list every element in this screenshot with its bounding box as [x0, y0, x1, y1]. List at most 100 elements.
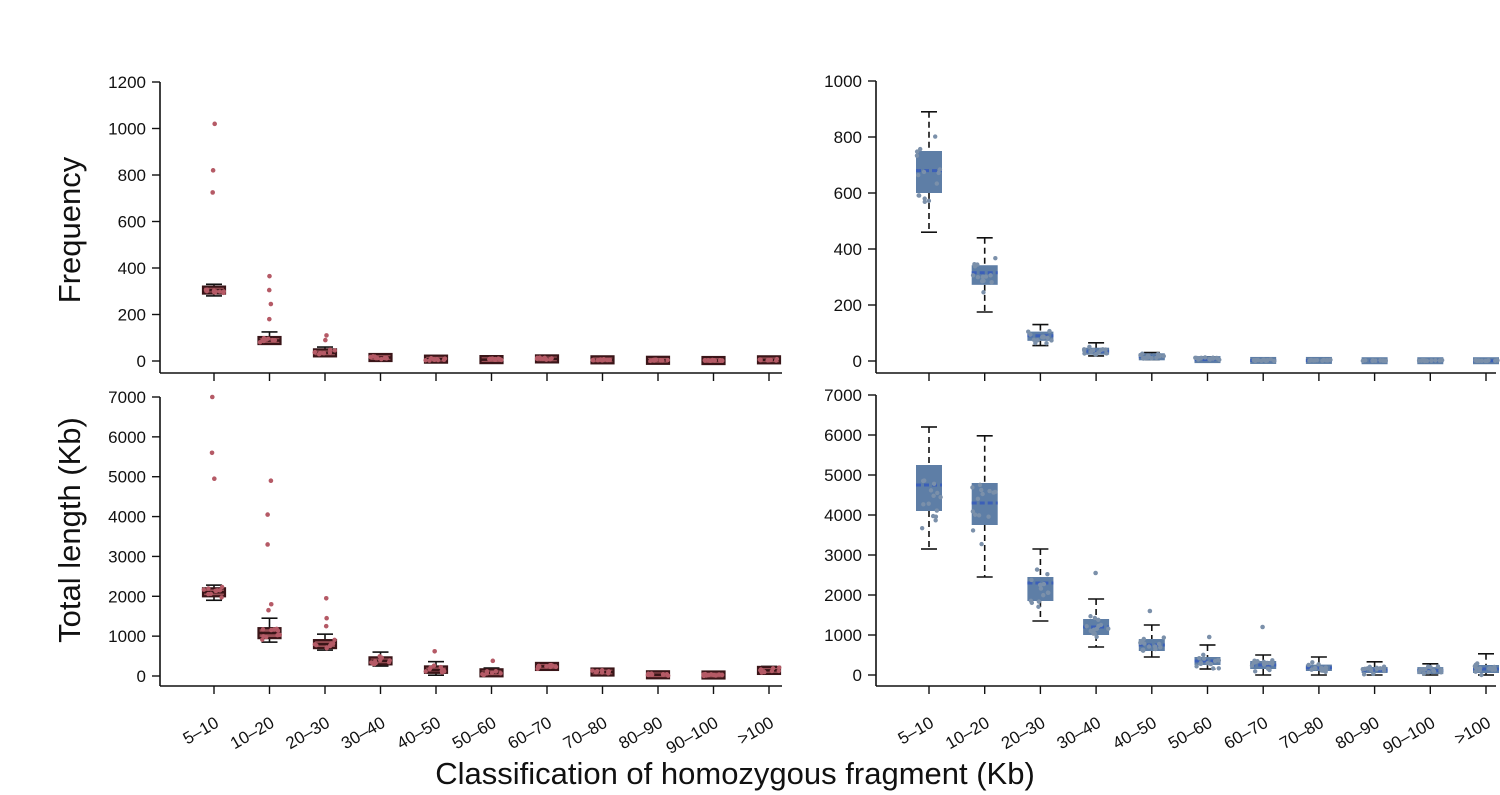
sample-point: [270, 337, 275, 343]
box-5–10: [201, 121, 227, 297]
x-tick-label: 90–100: [1380, 713, 1439, 758]
sample-point: [758, 357, 763, 363]
sample-point: [260, 637, 265, 642]
sample-point: [1267, 667, 1272, 673]
sample-point: [660, 671, 666, 677]
box-70–80: [1305, 356, 1333, 364]
sample-point: [921, 169, 927, 175]
sample-point: [1479, 358, 1485, 364]
sample-point: [330, 641, 336, 646]
sample-point: [1036, 604, 1041, 609]
sample-point: [776, 665, 782, 670]
sample-point: [1423, 667, 1428, 672]
sample-point: [1098, 622, 1104, 628]
y-tick-label: 4000: [824, 506, 862, 525]
y-tick-label: 5000: [824, 466, 862, 485]
sample-point: [1092, 631, 1097, 636]
box-30–40: [1081, 341, 1110, 357]
y-tick-label: 0: [853, 666, 862, 685]
sample-point: [1429, 358, 1434, 363]
sample-point: [208, 591, 214, 597]
sample-point: [493, 669, 498, 674]
sample-point: [1089, 348, 1094, 354]
sample-point: [972, 262, 977, 267]
x-tick-label: 5–10: [895, 713, 937, 748]
sample-point: [1202, 355, 1208, 360]
box-60–70: [1249, 624, 1277, 676]
sample-point: [1047, 328, 1052, 334]
outlier-point: [432, 648, 437, 654]
sample-point: [423, 669, 428, 674]
y-tick-label: 6000: [108, 428, 146, 447]
x-axis-title: Classification of homozygous fragment (K…: [435, 756, 1035, 791]
sample-point: [1088, 614, 1093, 619]
sample-point: [647, 672, 653, 677]
box-40–50: [1138, 351, 1166, 361]
sample-point: [1082, 351, 1087, 356]
sample-point: [770, 666, 776, 671]
sample-point: [219, 595, 224, 600]
sample-point: [980, 491, 985, 497]
sample-point: [987, 488, 992, 494]
sample-point: [372, 659, 378, 664]
sample-point: [205, 287, 210, 292]
sample-point: [1045, 571, 1050, 577]
y-axis-title: Frequency: [52, 156, 87, 303]
sample-point: [1421, 671, 1427, 676]
box->100: [1473, 357, 1500, 365]
sample-point: [219, 584, 225, 590]
sample-point: [1371, 671, 1376, 677]
sample-point: [1310, 660, 1315, 665]
sample-point: [1473, 358, 1478, 363]
sample-point: [719, 672, 725, 678]
sample-point: [916, 193, 922, 198]
sample-point: [537, 664, 542, 669]
box-50–60: [1194, 634, 1222, 671]
sample-point: [1374, 666, 1380, 672]
sample-point: [928, 488, 934, 493]
box-30–40: [368, 651, 393, 667]
sample-point: [1041, 334, 1046, 340]
sample-point: [548, 664, 553, 670]
sample-point: [1100, 347, 1105, 352]
sample-point: [1433, 358, 1438, 363]
sample-point: [595, 358, 601, 363]
sample-point: [384, 356, 389, 361]
sample-point: [935, 490, 940, 496]
y-tick-label: 2000: [108, 587, 146, 606]
sample-point: [206, 586, 211, 591]
sample-point: [1264, 358, 1270, 363]
sample-point: [1217, 357, 1222, 362]
box-80–90: [645, 670, 671, 680]
outlier-point: [212, 121, 217, 127]
sample-point: [762, 669, 767, 675]
sample-point: [1194, 664, 1199, 669]
y-tick-label: 400: [834, 240, 862, 259]
sample-point: [1045, 335, 1050, 341]
sample-point: [1472, 663, 1478, 669]
sample-point: [664, 672, 670, 677]
sample-point: [1049, 338, 1054, 343]
outlier-point: [1260, 624, 1265, 630]
box-90–100: [1417, 662, 1444, 676]
outlier-point: [265, 512, 270, 517]
box-70–80: [1305, 656, 1332, 676]
sample-point: [976, 513, 982, 518]
sample-point: [261, 634, 266, 639]
sample-point: [1037, 582, 1043, 588]
sample-point: [1094, 634, 1099, 639]
box-60–70: [1250, 356, 1277, 364]
sample-point: [269, 627, 274, 633]
sample-point: [386, 659, 392, 665]
box-5–10: [201, 394, 227, 602]
sample-point: [277, 632, 282, 638]
sample-point: [605, 357, 610, 363]
sample-point: [212, 290, 218, 295]
sample-point: [375, 355, 380, 361]
sample-point: [1087, 344, 1092, 349]
sample-point: [933, 518, 938, 523]
outlier-point: [266, 607, 271, 613]
sample-point: [221, 290, 226, 296]
sample-point: [535, 355, 540, 361]
sample-point: [930, 513, 936, 519]
